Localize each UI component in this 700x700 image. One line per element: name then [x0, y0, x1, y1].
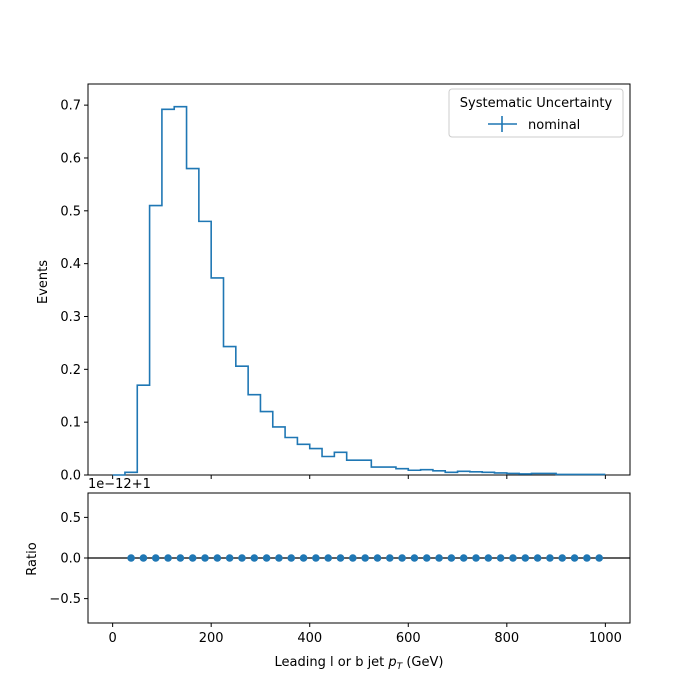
ratio-point [176, 554, 185, 562]
ratio-point [127, 554, 135, 562]
top-y-tick-label: 0.1 [60, 416, 81, 431]
ratio-point [398, 554, 406, 562]
ratio-point [459, 554, 468, 562]
top-y-tick-label: 0.3 [60, 310, 81, 325]
ratio-point [361, 554, 369, 562]
bottom-x-tick-label: 200 [199, 631, 224, 646]
x-axis-label-variable: p [387, 655, 396, 670]
bottom-x-tick-label: 400 [297, 631, 322, 646]
x-axis-label-prefix: Leading l or b jet [275, 655, 389, 670]
x-axis-label-subscript: T [397, 662, 404, 672]
ratio-point [521, 554, 530, 562]
legend-entry-nominal: nominal [488, 116, 580, 133]
ratio-point [496, 554, 505, 562]
top-x-ticks [112, 475, 606, 479]
ratio-point [188, 554, 197, 562]
ratio-point [533, 554, 542, 562]
ratio-point [546, 554, 554, 562]
top-panel: 0.0 0.1 0.2 0.3 0.4 0.5 0.6 0.7 Events Systemat… [36, 83, 631, 484]
x-axis-label-suffix: (GeV) [402, 655, 443, 670]
ratio-point [225, 554, 234, 562]
bottom-y-tick-label: −0.5 [49, 592, 81, 607]
ratio-point [238, 554, 246, 562]
ratio-point [250, 554, 259, 562]
ratio-point [447, 554, 456, 562]
ratio-point [583, 554, 591, 562]
top-axes-frame [87, 83, 631, 476]
ratio-point [139, 554, 148, 562]
ratio-point [275, 554, 283, 562]
ratio-point [558, 554, 567, 562]
top-y-axis-label: Events [36, 260, 51, 304]
legend-box [448, 88, 624, 138]
ratio-point [299, 554, 308, 562]
top-y-ticks: 0.0 0.1 0.2 0.3 0.4 0.5 0.6 0.7 [60, 99, 88, 484]
ratio-point [595, 554, 603, 562]
ratio-points [127, 554, 603, 562]
bottom-y-tick-label: 0.0 [60, 552, 81, 567]
ratio-point [386, 554, 394, 562]
bottom-x-tick-label: 1000 [589, 631, 622, 646]
ratio-point [336, 554, 345, 562]
ratio-point [287, 554, 296, 562]
ratio-point [312, 554, 320, 562]
bottom-y-axis-label: Ratio [25, 542, 40, 575]
bottom-x-tick-label: 600 [396, 631, 421, 646]
top-y-tick-label: 0.7 [60, 99, 81, 114]
legend: Systematic Uncertainty nominal [448, 88, 624, 138]
ratio-point [164, 554, 172, 562]
ratio-point [509, 554, 517, 562]
ratio-point [422, 554, 431, 562]
ratio-point [262, 554, 271, 562]
bottom-x-tick-label: 800 [494, 631, 519, 646]
bottom-y-ticks: −0.5 0.0 0.5 [49, 511, 88, 607]
ratio-point [324, 554, 333, 562]
ratio-point [472, 554, 480, 562]
ratio-point [201, 554, 209, 562]
ratio-point [213, 554, 222, 562]
top-y-tick-label: 0.6 [60, 151, 81, 166]
legend-label-nominal: nominal [528, 118, 580, 133]
ratio-point [570, 554, 579, 562]
ratio-point [410, 554, 419, 562]
top-y-tick-label: 0.2 [60, 363, 81, 378]
ratio-point [435, 554, 443, 562]
bottom-panel: −0.5 0.0 0.5 0 200 400 600 800 1000 1e−12+1 Rat… [25, 477, 631, 672]
bottom-y-tick-label: 0.5 [60, 511, 81, 526]
ratio-offset-text: 1e−12+1 [88, 477, 151, 492]
top-y-tick-label: 0.4 [60, 257, 81, 272]
ratio-point [151, 554, 160, 562]
ratio-point [484, 554, 493, 562]
bottom-x-tick-label: 0 [108, 631, 116, 646]
histogram-step-line [112, 105, 606, 476]
legend-title: Systematic Uncertainty [460, 96, 613, 111]
ratio-point [349, 554, 357, 562]
top-y-tick-label: 0.0 [60, 469, 81, 484]
x-axis-label: Leading l or b jet pT (GeV) [275, 655, 444, 672]
ratio-point [373, 554, 382, 562]
bottom-x-ticks: 0 200 400 600 800 1000 [108, 623, 622, 646]
top-y-tick-label: 0.5 [60, 204, 81, 219]
